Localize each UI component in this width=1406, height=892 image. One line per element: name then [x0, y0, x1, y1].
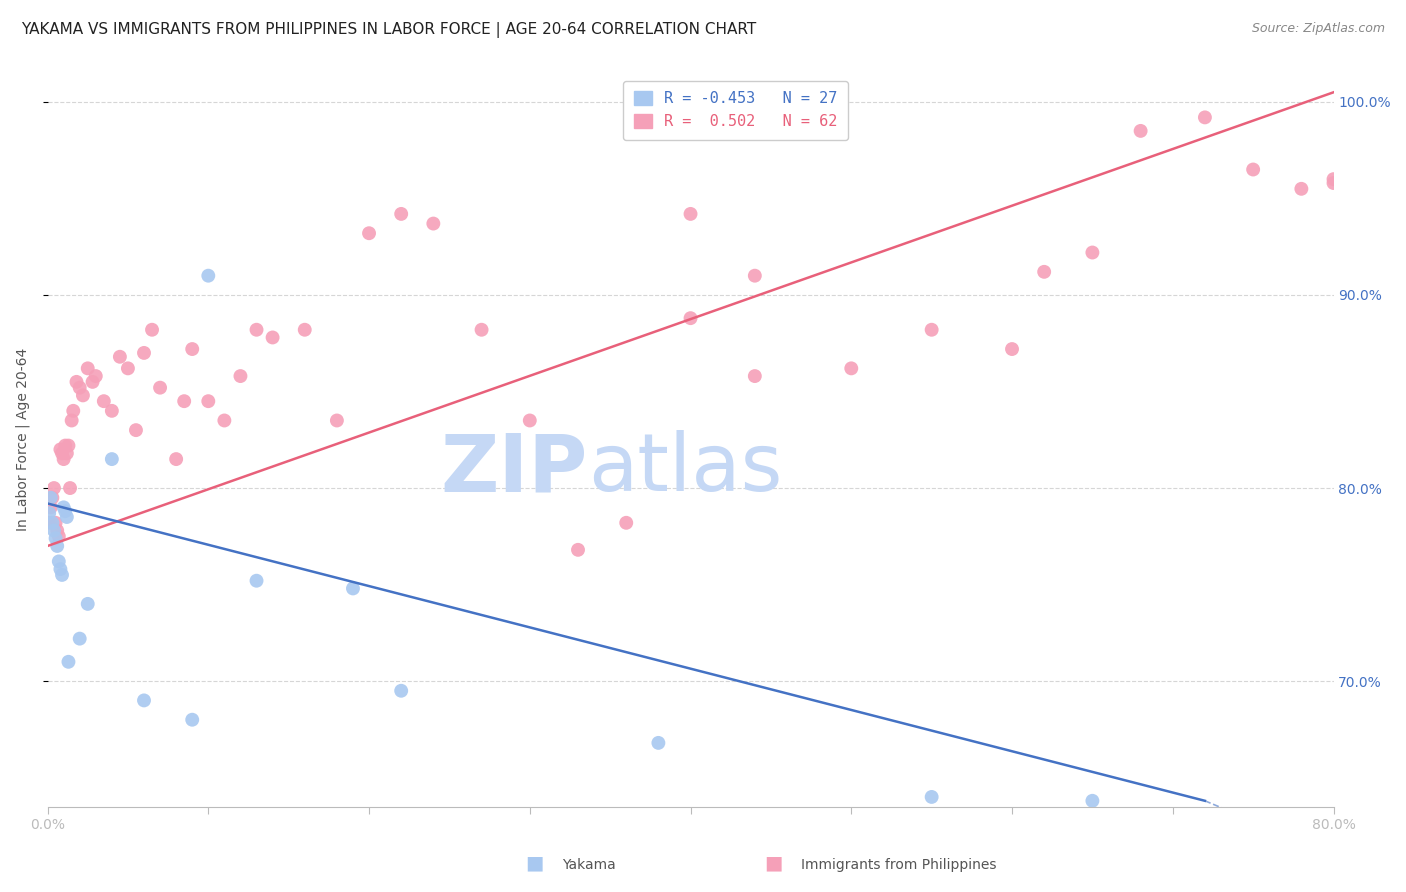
Point	[39, 500, 62, 515]
Point	[214, 413, 236, 427]
Point	[39, 491, 62, 505]
Legend: R = -0.453   N = 27, R =  0.502   N = 62: R = -0.453 N = 27, R = 0.502 N = 62	[623, 80, 848, 140]
Text: Source: ZipAtlas.com: Source: ZipAtlas.com	[1251, 22, 1385, 36]
Text: Yakama: Yakama	[562, 858, 616, 872]
Point	[422, 217, 444, 231]
Point	[1322, 172, 1344, 186]
Point	[744, 369, 766, 384]
Point	[132, 346, 155, 360]
Point	[72, 388, 94, 402]
Point	[38, 506, 60, 520]
Point	[41, 516, 63, 530]
Point	[46, 524, 69, 538]
Text: Immigrants from Philippines: Immigrants from Philippines	[801, 858, 997, 872]
Point	[245, 323, 267, 337]
Point	[49, 442, 72, 457]
Point	[38, 516, 60, 530]
Point	[389, 207, 412, 221]
Point	[679, 207, 702, 221]
Point	[84, 369, 107, 384]
Point	[62, 404, 84, 418]
Point	[1081, 245, 1104, 260]
Y-axis label: In Labor Force | Age 20-64: In Labor Force | Age 20-64	[15, 348, 30, 532]
Point	[141, 323, 163, 337]
Point	[60, 413, 83, 427]
Point	[294, 323, 316, 337]
Point	[101, 452, 124, 467]
Point	[342, 582, 364, 596]
Point	[1194, 111, 1216, 125]
Point	[93, 394, 115, 409]
Point	[679, 311, 702, 326]
Point	[58, 655, 80, 669]
Point	[53, 504, 76, 518]
Point	[181, 342, 204, 356]
Point	[58, 439, 80, 453]
Point	[48, 554, 70, 568]
Point	[149, 381, 172, 395]
Point	[65, 375, 87, 389]
Point	[197, 394, 219, 409]
Text: ZIP: ZIP	[440, 430, 588, 508]
Point	[1001, 342, 1024, 356]
Point	[229, 369, 252, 384]
Point	[326, 413, 349, 427]
Point	[921, 789, 943, 804]
Point	[389, 683, 412, 698]
Point	[76, 361, 98, 376]
Point	[1033, 265, 1056, 279]
Point	[173, 394, 195, 409]
Point	[46, 539, 69, 553]
Point	[108, 350, 131, 364]
Text: YAKAMA VS IMMIGRANTS FROM PHILIPPINES IN LABOR FORCE | AGE 20-64 CORRELATION CHA: YAKAMA VS IMMIGRANTS FROM PHILIPPINES IN…	[21, 22, 756, 38]
Point	[181, 713, 204, 727]
Point	[471, 323, 494, 337]
Point	[53, 439, 76, 453]
Point	[42, 481, 65, 495]
Point	[132, 693, 155, 707]
Point	[1129, 124, 1152, 138]
Point	[45, 531, 67, 545]
Point	[52, 500, 75, 515]
Point	[245, 574, 267, 588]
Point	[51, 568, 73, 582]
Point	[42, 524, 65, 538]
Point	[357, 226, 380, 240]
Point	[262, 330, 284, 344]
Point	[1241, 162, 1264, 177]
Point	[45, 516, 67, 530]
Point	[165, 452, 187, 467]
Point	[614, 516, 637, 530]
Point	[69, 381, 91, 395]
Point	[49, 562, 72, 576]
Point	[56, 510, 79, 524]
Point	[197, 268, 219, 283]
Text: ■: ■	[524, 854, 544, 872]
Point	[41, 491, 63, 505]
Point	[1081, 794, 1104, 808]
Point	[82, 375, 104, 389]
Text: atlas: atlas	[588, 430, 782, 508]
Point	[567, 542, 589, 557]
Point	[59, 481, 82, 495]
Point	[744, 268, 766, 283]
Text: ■: ■	[763, 854, 783, 872]
Point	[125, 423, 148, 437]
Point	[101, 404, 124, 418]
Point	[1322, 176, 1344, 190]
Point	[52, 452, 75, 467]
Point	[51, 446, 73, 460]
Point	[56, 446, 79, 460]
Point	[921, 323, 943, 337]
Point	[69, 632, 91, 646]
Point	[76, 597, 98, 611]
Point	[647, 736, 669, 750]
Point	[1291, 182, 1313, 196]
Point	[117, 361, 139, 376]
Point	[839, 361, 862, 376]
Point	[519, 413, 541, 427]
Point	[48, 529, 70, 543]
